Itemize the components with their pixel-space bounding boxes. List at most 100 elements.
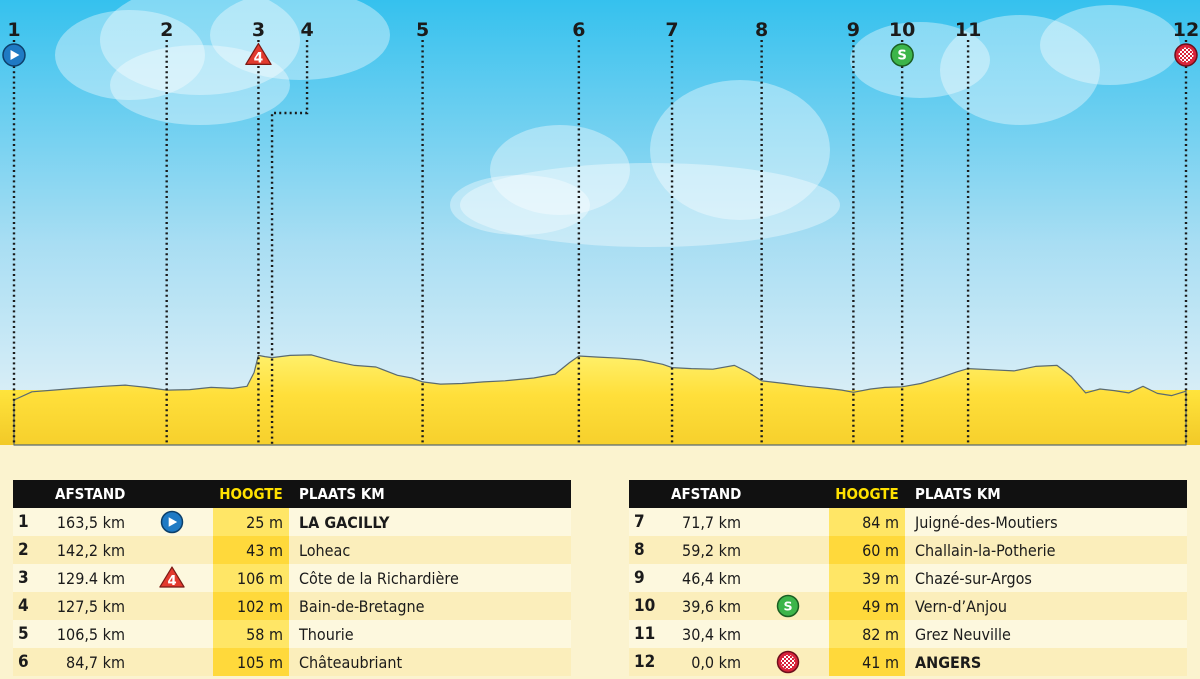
marker-number-9: 9 xyxy=(847,19,860,41)
row-number: 6 xyxy=(13,648,43,676)
climb-cat4-icon: 4 xyxy=(159,566,185,589)
row-afstand: 0,0 km xyxy=(665,648,747,676)
row-plaats: LA GACILLY xyxy=(289,508,571,536)
row-number: 11 xyxy=(629,620,665,648)
row-icon-cell: 4 xyxy=(131,564,213,592)
row-plaats: Loheac xyxy=(289,536,571,564)
marker-line-4 xyxy=(270,40,309,445)
row-hoogte: 105 m xyxy=(213,648,289,676)
hoogte-header: HOOGTE xyxy=(213,480,289,508)
row-icon-cell xyxy=(131,648,213,676)
finish-icon xyxy=(776,650,800,674)
marker-number-12: 12 xyxy=(1173,19,1199,41)
table-row: 12 0,0 km 41 m ANGERS xyxy=(629,648,1187,676)
elevation-area xyxy=(13,354,1187,446)
row-afstand: 30,4 km xyxy=(665,620,747,648)
marker-number-8: 8 xyxy=(755,19,768,41)
row-plaats: Chazé-sur-Argos xyxy=(905,564,1187,592)
row-hoogte: 25 m xyxy=(213,508,289,536)
table-row: 3 129.4 km 4 106 m Côte de la Richardière xyxy=(13,564,571,592)
climb-cat4-icon: 4 xyxy=(159,566,185,589)
climb-cat4-icon: 4 xyxy=(245,42,272,67)
row-number: 2 xyxy=(13,536,43,564)
row-hoogte: 60 m xyxy=(829,536,905,564)
row-icon-cell: S xyxy=(747,592,829,620)
marker-number-11: 11 xyxy=(955,19,981,41)
clouds xyxy=(55,0,1180,247)
table-row: 4 127,5 km 102 m Bain-de-Bretagne xyxy=(13,592,571,620)
row-number: 9 xyxy=(629,564,665,592)
row-hoogte: 41 m xyxy=(829,648,905,676)
row-plaats: Côte de la Richardière xyxy=(289,564,571,592)
row-icon-cell xyxy=(131,536,213,564)
row-afstand: 127,5 km xyxy=(43,592,131,620)
row-afstand: 71,7 km xyxy=(665,508,747,536)
row-plaats: Thourie xyxy=(289,620,571,648)
row-plaats: Vern-d’Anjou xyxy=(905,592,1187,620)
table-row: 7 71,7 km 84 m Juigné-des-Moutiers xyxy=(629,508,1187,536)
sprint-icon: S xyxy=(890,43,914,67)
row-icon-cell xyxy=(747,508,829,536)
row-number: 7 xyxy=(629,508,665,536)
row-number: 12 xyxy=(629,648,665,676)
row-number: 4 xyxy=(13,592,43,620)
marker-lines xyxy=(12,40,1188,445)
row-plaats: Grez Neuville xyxy=(905,620,1187,648)
row-icon-cell xyxy=(131,592,213,620)
route-table-right: AFSTAND HOOGTE PLAATS KM 7 71,7 km 84 m Jui… xyxy=(629,480,1187,676)
table-row: 8 59,2 km 60 m Challain-la-Potherie xyxy=(629,536,1187,564)
marker-number-7: 7 xyxy=(665,19,678,41)
row-hoogte: 58 m xyxy=(213,620,289,648)
row-hoogte: 84 m xyxy=(829,508,905,536)
row-icon-cell xyxy=(747,536,829,564)
row-number: 10 xyxy=(629,592,665,620)
afstand-header: AFSTAND xyxy=(629,480,747,508)
hoogte-header: HOOGTE xyxy=(829,480,905,508)
marker-number-2: 2 xyxy=(160,19,173,41)
row-icon-cell xyxy=(131,620,213,648)
plaats-header: PLAATS KM xyxy=(289,480,571,508)
marker-number-4: 4 xyxy=(300,19,313,41)
row-hoogte: 43 m xyxy=(213,536,289,564)
row-hoogte: 102 m xyxy=(213,592,289,620)
svg-text:S: S xyxy=(783,598,792,613)
row-plaats: Juigné-des-Moutiers xyxy=(905,508,1187,536)
row-plaats: Bain-de-Bretagne xyxy=(289,592,571,620)
row-hoogte: 49 m xyxy=(829,592,905,620)
row-plaats: Challain-la-Potherie xyxy=(905,536,1187,564)
marker-number-5: 5 xyxy=(416,19,429,41)
finish-icon xyxy=(776,650,800,674)
row-icon-cell xyxy=(747,648,829,676)
table-row: 6 84,7 km 105 m Châteaubriant xyxy=(13,648,571,676)
marker-number-10: 10 xyxy=(889,19,915,41)
row-afstand: 59,2 km xyxy=(665,536,747,564)
row-plaats: Châteaubriant xyxy=(289,648,571,676)
row-number: 1 xyxy=(13,508,43,536)
row-afstand: 46,4 km xyxy=(665,564,747,592)
start-icon xyxy=(2,43,26,67)
row-number: 3 xyxy=(13,564,43,592)
row-afstand: 39,6 km xyxy=(665,592,747,620)
table-row: 5 106,5 km 58 m Thourie xyxy=(13,620,571,648)
finish-icon xyxy=(1174,43,1198,67)
row-icon-cell xyxy=(131,508,213,536)
plaats-header: PLAATS KM xyxy=(905,480,1187,508)
svg-text:4: 4 xyxy=(167,574,176,589)
row-afstand: 106,5 km xyxy=(43,620,131,648)
start-icon xyxy=(160,510,184,534)
row-afstand: 142,2 km xyxy=(43,536,131,564)
table-row: 1 163,5 km 25 m LA GACILLY xyxy=(13,508,571,536)
row-icon-cell xyxy=(747,620,829,648)
row-hoogte: 106 m xyxy=(213,564,289,592)
row-plaats: ANGERS xyxy=(905,648,1187,676)
table-row: 2 142,2 km 43 m Loheac xyxy=(13,536,571,564)
marker-number-6: 6 xyxy=(572,19,585,41)
marker-number-3: 3 xyxy=(252,19,265,41)
route-table-left: AFSTAND HOOGTE PLAATS KM 1 163,5 km 25 m LA… xyxy=(13,480,571,676)
svg-text:4: 4 xyxy=(254,51,264,67)
row-afstand: 129.4 km xyxy=(43,564,131,592)
svg-text:S: S xyxy=(897,49,907,64)
row-hoogte: 39 m xyxy=(829,564,905,592)
